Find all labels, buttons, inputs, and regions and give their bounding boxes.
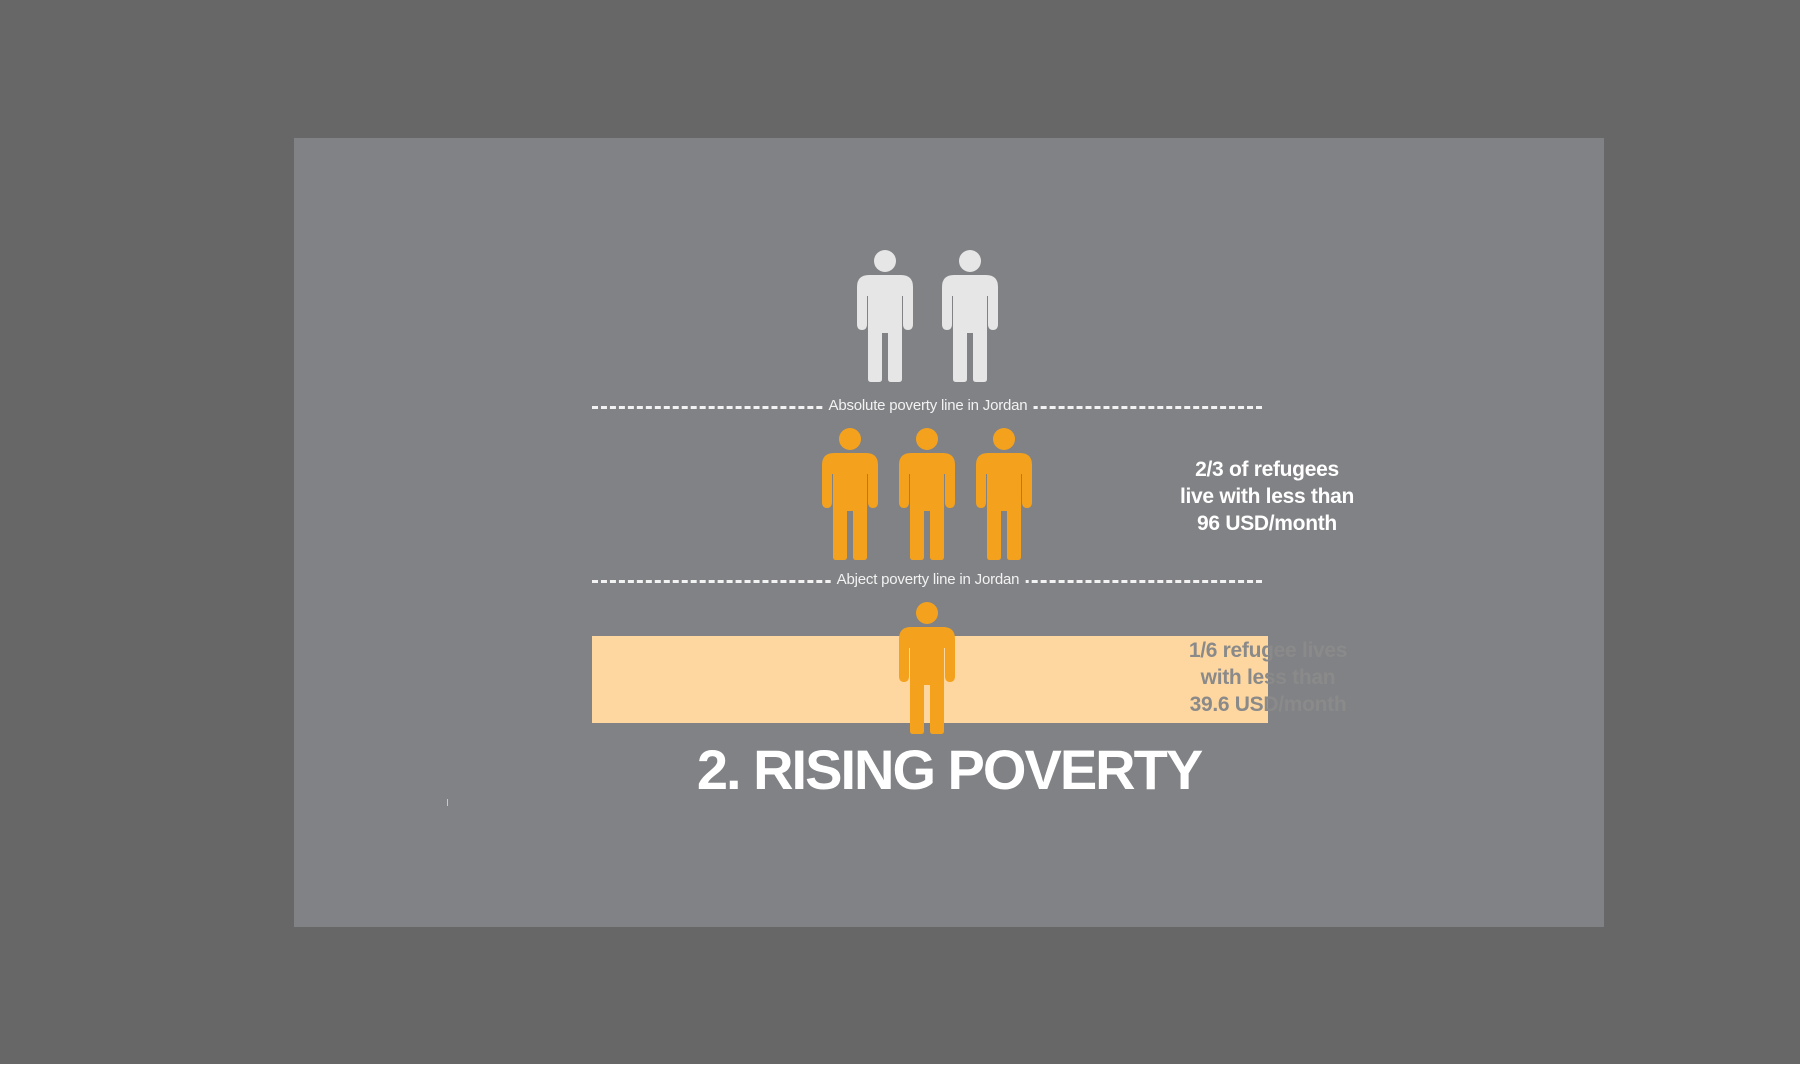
person-icon (942, 250, 998, 382)
bottom-strip (0, 1064, 1800, 1085)
stat-line: 1/6 refugee lives (1188, 639, 1348, 662)
refugees-two-thirds-stat: 2/3 of refugees live with less than 96 U… (1147, 456, 1387, 537)
stat-line: 2/3 of refugees (1195, 458, 1339, 481)
slide-title: 2. RISING POVERTY (696, 738, 1203, 801)
person-icon (899, 428, 955, 560)
person-icon-shape (899, 428, 955, 560)
person-icon (899, 602, 955, 734)
person-icon-shape (857, 250, 913, 382)
stray-mark (447, 799, 448, 806)
absolute-poverty-line-label: Absolute poverty line in Jordan (822, 396, 1034, 416)
abject-poverty-line-label: Abject poverty line in Jordan (830, 570, 1026, 590)
person-icon-shape (942, 250, 998, 382)
person-icon (822, 428, 878, 560)
person-icon-shape (976, 428, 1032, 560)
stat-line: live with less than (1179, 485, 1355, 508)
refugee-one-sixth-stat: 1/6 refugee lives with less than 39.6 US… (1148, 637, 1388, 718)
slide: Absolute poverty line in Jordan 2/3 of r… (294, 138, 1604, 927)
person-icon (857, 250, 913, 382)
person-icon-shape (899, 602, 955, 734)
person-icon (976, 428, 1032, 560)
person-icon-shape (822, 428, 878, 560)
stat-line: with less than (1200, 666, 1336, 689)
stat-line: 39.6 USD/month (1189, 693, 1347, 716)
stat-line: 96 USD/month (1197, 512, 1337, 535)
